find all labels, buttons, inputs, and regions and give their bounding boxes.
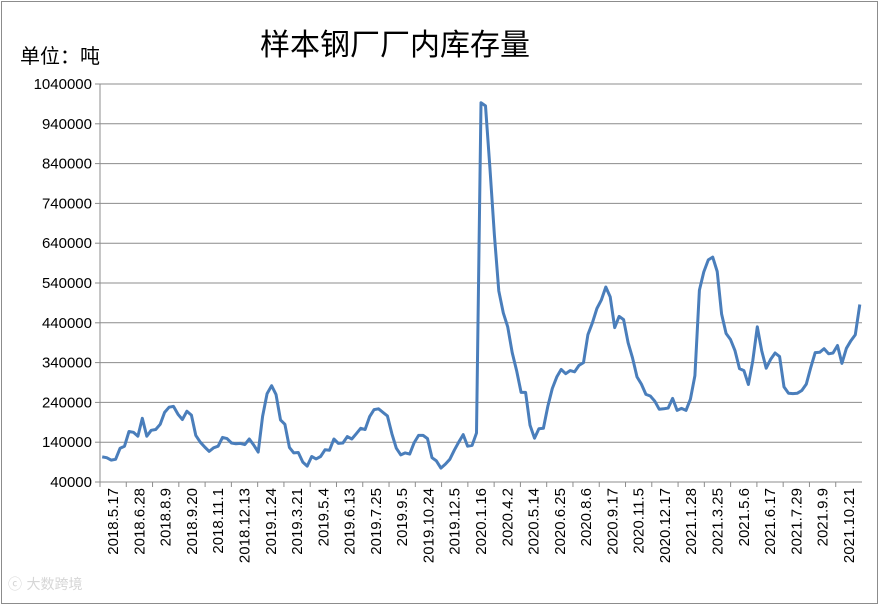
x-tick-label: 2020.1.16 [473, 488, 490, 555]
x-tick-label: 2018.9.20 [184, 488, 201, 555]
x-tick-label: 2019.3.21 [289, 488, 306, 555]
x-tick-label: 2021.6.17 [762, 488, 779, 555]
x-tick-label: 2019.1.24 [263, 488, 280, 555]
x-tick-label: 2020.8.6 [578, 488, 595, 546]
unit-label: 单位：吨 [20, 44, 100, 68]
x-tick-label: 2021.9.9 [815, 488, 832, 546]
x-tick-label: 2019.5.4 [315, 488, 332, 546]
watermark-logo: ⓒ 大数跨境 [8, 577, 83, 593]
x-tick-label: 2020.4.2 [499, 488, 516, 546]
x-tick-label: 2018.8.9 [158, 488, 175, 546]
y-tick-label: 40000 [50, 474, 92, 491]
x-tick-label: 2019.9.5 [394, 488, 411, 546]
chart-title: 样本钢厂厂内库存量 [260, 28, 530, 63]
y-tick-label: 840000 [42, 156, 92, 173]
x-tick-label: 2018.12.13 [237, 488, 254, 563]
x-tick-label: 2021.5.6 [736, 488, 753, 546]
x-tick-label: 2020.5.14 [526, 488, 543, 555]
x-tick-label: 2021.10.21 [841, 488, 858, 563]
x-tick-label: 2018.6.28 [131, 488, 148, 555]
y-tick-label: 740000 [42, 195, 92, 212]
x-tick-label: 2019.10.24 [420, 488, 437, 563]
y-tick-label: 140000 [42, 434, 92, 451]
y-tick-label: 540000 [42, 275, 92, 292]
y-tick-label: 340000 [42, 355, 92, 372]
y-tick-label: 640000 [42, 235, 92, 252]
y-tick-label: 1040000 [34, 76, 92, 93]
x-tick-label: 2019.6.13 [342, 488, 359, 555]
x-tick-label: 2020.11.5 [631, 488, 648, 554]
y-tick-label: 240000 [42, 394, 92, 411]
x-tick-label: 2018.5.17 [105, 488, 122, 555]
series-line [101, 101, 862, 470]
x-tick-label: 2018.11.1 [210, 488, 227, 554]
x-tick-label: 2019.7.25 [368, 488, 385, 555]
x-tick-label: 2019.12.5 [447, 488, 464, 555]
x-tick-label: 2020.9.17 [604, 488, 621, 555]
x-tick-label: 2020.6.25 [552, 488, 569, 555]
x-tick-label: 2020.12.17 [657, 488, 674, 563]
x-tick-label: 2021.7.29 [788, 488, 805, 555]
x-tick-label: 2021.1.28 [683, 488, 700, 555]
y-tick-label: 440000 [42, 315, 92, 332]
y-tick-label: 940000 [42, 116, 92, 133]
x-tick-label: 2021.3.25 [709, 488, 726, 555]
